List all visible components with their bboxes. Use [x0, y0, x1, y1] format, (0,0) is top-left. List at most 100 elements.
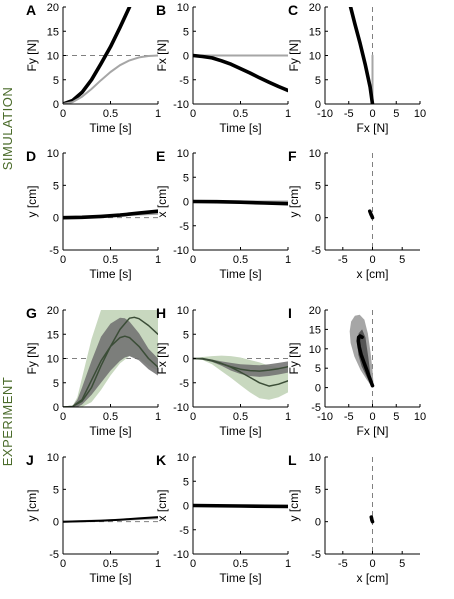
y-tick-label: 5 — [315, 180, 321, 192]
y-axis-label: x [cm] — [155, 186, 169, 218]
y-tick-label: 0 — [53, 517, 59, 529]
y-tick-label: 10 — [177, 452, 189, 464]
y-tick-label: 10 — [177, 2, 189, 14]
series-line-2 — [63, 516, 158, 523]
panel-letter: B — [156, 2, 166, 18]
panel-letter: H — [156, 305, 166, 321]
band-green — [193, 355, 288, 400]
y-tick-label: -10 — [173, 549, 189, 561]
x-tick-label: 0 — [190, 108, 196, 120]
section-label-experiment: EXPERIMENT — [0, 377, 15, 467]
y-tick-label: 0 — [53, 213, 59, 225]
y-tick-label: -5 — [179, 378, 189, 390]
panel-letter: G — [26, 305, 37, 321]
y-tick-label: 5 — [315, 75, 321, 87]
y-axis-label: x [cm] — [155, 490, 169, 522]
plot-area — [349, 310, 375, 407]
x-tick-label: 1 — [285, 108, 291, 120]
y-tick-label: 5 — [183, 476, 189, 488]
panel-letter: D — [26, 148, 36, 164]
x-tick-label: 0 — [60, 254, 66, 266]
y-tick-label: 5 — [53, 378, 59, 390]
y-tick-label: 15 — [47, 329, 59, 341]
y-tick-label: 10 — [177, 148, 189, 160]
panel-e: -10 -5 0 5 10 0 0.5 1 Time [s] x [cm] E — [155, 148, 291, 281]
plot-area — [369, 457, 375, 554]
x-axis-label: x [cm] — [357, 571, 389, 585]
y-tick-label: 10 — [47, 51, 59, 63]
panel-b: -10 -5 0 5 10 0 0.5 1 Time [s] Fx [N] B — [155, 2, 291, 135]
x-tick-label: 0.5 — [233, 254, 248, 266]
y-tick-label: 10 — [47, 354, 59, 366]
x-tick-label: 0.5 — [233, 558, 248, 570]
panel-letter: J — [26, 452, 34, 468]
y-axis-label: Fy [N] — [287, 40, 301, 72]
y-axis-label: Fx [N] — [155, 40, 169, 72]
panel-letter: K — [156, 452, 166, 468]
y-tick-label: 10 — [177, 305, 189, 317]
x-tick-label: 0 — [60, 108, 66, 120]
y-tick-label: 10 — [47, 452, 59, 464]
x-axis-label: x [cm] — [357, 267, 389, 281]
series-line-1 — [63, 316, 158, 407]
y-tick-label: 10 — [309, 452, 321, 464]
y-axis-label: Fx [N] — [155, 343, 169, 375]
y-tick-label: -5 — [311, 549, 321, 561]
y-tick-label: 0 — [183, 197, 189, 209]
y-tick-label: 10 — [309, 148, 321, 160]
x-axis-label: Time [s] — [89, 571, 131, 585]
x-tick-label: 5 — [399, 558, 405, 570]
series-line-1 — [63, 7, 132, 104]
section-label-simulation: SIMULATION — [0, 87, 15, 171]
panel-g: 0 5 10 15 20 0 0.5 1 Time [s] Fy [N] G — [25, 305, 161, 438]
x-tick-label: 5 — [393, 411, 399, 423]
x-tick-label: 10 — [414, 108, 426, 120]
y-tick-label: 5 — [183, 329, 189, 341]
panel-a: 0 5 10 15 20 0 0.5 1 Time [s] Fy [N] A — [25, 2, 161, 135]
x-tick-label: 1 — [155, 254, 161, 266]
y-tick-label: 0 — [183, 354, 189, 366]
x-tick-label: 0.5 — [103, 411, 118, 423]
x-tick-label: -10 — [317, 411, 333, 423]
series-line-2 — [193, 357, 288, 372]
y-axis-label: y [cm] — [287, 186, 301, 218]
y-tick-label: -5 — [49, 245, 59, 257]
panel-letter: F — [288, 148, 297, 164]
x-axis-label: Time [s] — [89, 267, 131, 281]
x-tick-label: 0 — [190, 558, 196, 570]
y-tick-label: 5 — [183, 172, 189, 184]
series-line-2 — [193, 503, 288, 509]
y-tick-label: 0 — [315, 517, 321, 529]
plot-area — [63, 7, 158, 104]
y-tick-label: -5 — [311, 245, 321, 257]
y-tick-label: 20 — [309, 305, 321, 317]
y-tick-label: 0 — [315, 383, 321, 395]
plot-area — [193, 53, 288, 93]
y-tick-label: -10 — [173, 245, 189, 257]
x-tick-label: 0 — [60, 558, 66, 570]
series-line-2 — [63, 54, 158, 104]
plot-area — [63, 209, 158, 220]
y-tick-label: 15 — [309, 26, 321, 38]
x-axis-label: Time [s] — [89, 121, 131, 135]
x-tick-label: 0 — [369, 254, 375, 266]
x-tick-label: 0 — [369, 558, 375, 570]
panel-letter: L — [288, 452, 297, 468]
y-tick-label: 0 — [315, 213, 321, 225]
x-tick-label: 0.5 — [233, 108, 248, 120]
x-tick-label: 1 — [285, 411, 291, 423]
panel-letter: C — [288, 2, 298, 18]
x-tick-label: 0 — [60, 411, 66, 423]
y-tick-label: 5 — [315, 363, 321, 375]
x-tick-label: -10 — [317, 108, 333, 120]
y-axis-label: Fy [N] — [287, 343, 301, 375]
plot-area — [368, 153, 375, 250]
x-tick-label: 1 — [155, 411, 161, 423]
x-axis-label: Time [s] — [219, 571, 261, 585]
y-tick-label: 20 — [309, 2, 321, 14]
panel-c: 0 5 10 15 20 -10 -5 0 5 10 Fx [N] Fy [N] C — [287, 2, 426, 135]
y-tick-label: -5 — [179, 75, 189, 87]
y-tick-label: -5 — [49, 549, 59, 561]
y-axis-label: y [cm] — [25, 490, 39, 522]
x-tick-label: 0.5 — [103, 558, 118, 570]
